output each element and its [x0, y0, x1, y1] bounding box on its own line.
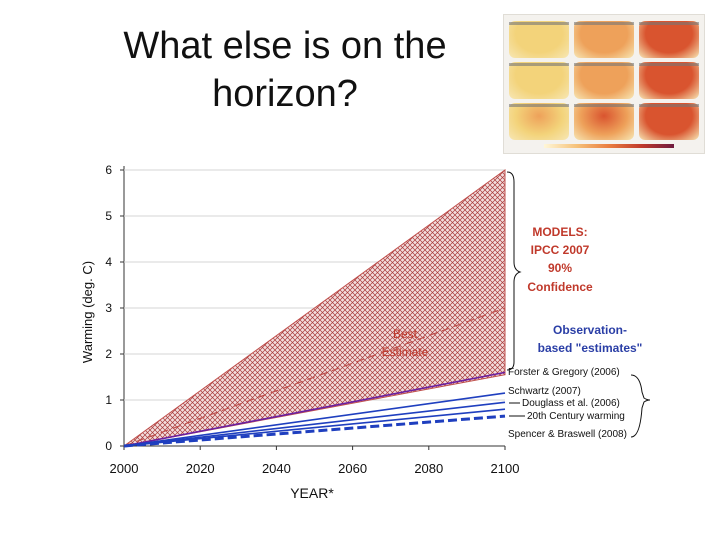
title-line-2: horizon? — [212, 73, 358, 115]
map-cell — [509, 62, 569, 99]
models-label-line-1: MODELS: — [532, 225, 587, 239]
series-label-0: Forster & Gregory (2006) — [508, 367, 620, 378]
models-label: MODELS: IPCC 2007 90% Confidence — [527, 225, 593, 294]
y-tick-label: 3 — [105, 301, 112, 315]
map-cell-caption — [509, 104, 569, 107]
map-cell-caption — [639, 22, 699, 25]
title-line-1: What else is on the — [123, 25, 447, 67]
confidence-band — [123, 169, 506, 447]
map-cell-caption — [574, 22, 634, 25]
models-label-line-2: IPCC 2007 — [531, 243, 590, 257]
map-cell-caption — [639, 104, 699, 107]
temperature-maps-thumbnail — [503, 14, 705, 154]
best-estimate-line-1: Best — [393, 327, 418, 341]
models-label-line-3: 90% — [548, 261, 572, 275]
y-tick-label: 5 — [105, 209, 112, 223]
y-axis-label: Warming (deg. C) — [80, 261, 95, 363]
observation-label: Observation- based "estimates" — [538, 323, 643, 355]
map-cell-caption — [509, 63, 569, 66]
y-tick-label: 2 — [105, 347, 112, 361]
series-line-4 — [123, 414, 506, 448]
models-brace — [506, 171, 522, 371]
best-estimate-line-2: Estimate — [382, 345, 429, 359]
y-tick-label: 1 — [105, 393, 112, 407]
map-cell — [574, 62, 634, 99]
y-tick-label: 6 — [105, 163, 112, 177]
slide-title: What else is on the horizon? — [95, 22, 475, 118]
best-estimate-line — [123, 307, 506, 447]
map-cell — [639, 21, 699, 58]
map-cell-caption — [574, 104, 634, 107]
map-cell-caption — [639, 63, 699, 66]
series-label-2: Douglass et al. (2006) — [522, 398, 620, 409]
y-tick-label: 0 — [105, 439, 112, 453]
map-cell — [509, 21, 569, 58]
x-tick-label: 2040 — [262, 461, 291, 476]
observation-label-line-2: based "estimates" — [538, 341, 643, 355]
map-cell — [509, 103, 569, 140]
series-line-1 — [123, 392, 506, 447]
series-line-2 — [123, 401, 506, 447]
series-label-3: 20th Century warming — [527, 411, 625, 422]
map-cell — [574, 103, 634, 140]
map-cell-caption — [574, 63, 634, 66]
x-tick-label: 2060 — [338, 461, 367, 476]
map-cell — [574, 21, 634, 58]
x-tick-label: 2000 — [110, 461, 139, 476]
series-label-4: Spencer & Braswell (2008) — [508, 429, 627, 440]
x-tick-label: 2100 — [491, 461, 520, 476]
observation-brace — [630, 374, 651, 438]
x-tick-label: 2080 — [414, 461, 443, 476]
x-axis-label: YEAR* — [290, 485, 334, 501]
observation-label-line-1: Observation- — [553, 323, 627, 337]
map-cell — [639, 62, 699, 99]
series-line-3 — [123, 408, 506, 447]
map-cell — [639, 103, 699, 140]
models-label-line-4: Confidence — [527, 280, 593, 294]
best-estimate-label: Best Estimate — [382, 327, 429, 359]
y-tick-label: 4 — [105, 255, 112, 269]
x-tick-label: 2020 — [186, 461, 215, 476]
series-label-1: Schwartz (2007) — [508, 386, 581, 397]
map-colorbar — [544, 144, 674, 148]
map-cell-caption — [509, 22, 569, 25]
series-line-0 — [123, 371, 506, 447]
